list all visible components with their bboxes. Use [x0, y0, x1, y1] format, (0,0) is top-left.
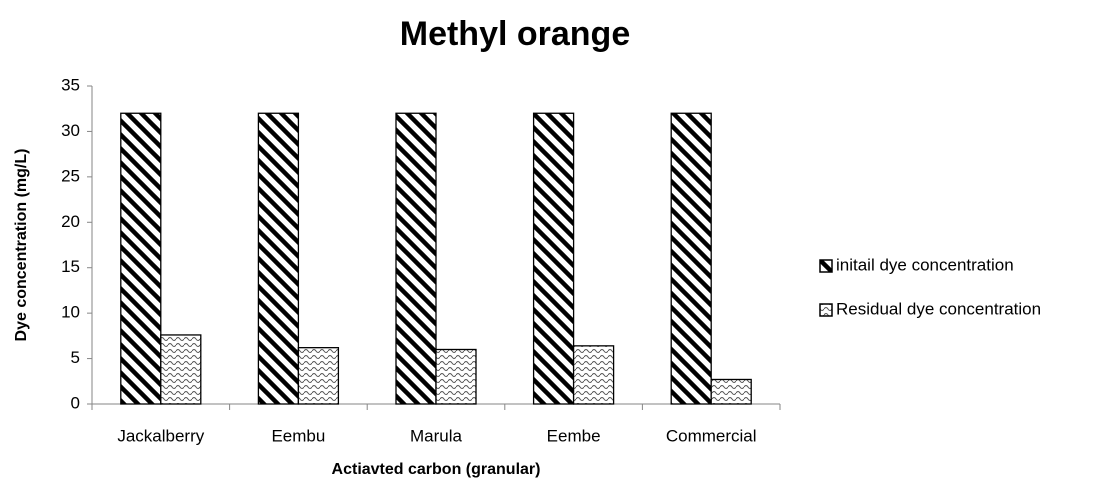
bar: [435, 348, 477, 405]
y-tick-label: 15: [61, 257, 80, 276]
x-tick-label: Marula: [410, 426, 463, 445]
bar: [532, 112, 575, 405]
x-axis-title: Actiavted carbon (granular): [332, 461, 541, 478]
bar: [710, 378, 752, 405]
y-tick-label: 30: [61, 121, 80, 140]
x-tick-label: Commercial: [666, 426, 757, 445]
bar: [120, 112, 162, 405]
bar: [670, 112, 712, 405]
chart-title: Methyl orange: [400, 15, 630, 53]
legend-label: initail dye concentration: [836, 255, 1014, 274]
x-tick-label: Eembu: [271, 426, 325, 445]
y-tick-label: 35: [61, 75, 80, 94]
y-tick-label: 0: [71, 393, 80, 412]
y-axis-title: Dye concentration (mg/L): [13, 149, 30, 342]
y-tick-label: 25: [61, 166, 80, 185]
y-tick-label: 10: [61, 303, 80, 322]
x-tick-label: Jackalberry: [117, 426, 204, 445]
bar: [572, 345, 615, 405]
bar: [297, 347, 340, 405]
bar: [257, 112, 300, 405]
legend-swatch: [819, 303, 833, 317]
y-tick-label: 20: [61, 212, 80, 231]
y-tick-label: 5: [71, 348, 80, 367]
legend-label: Residual dye concentration: [836, 299, 1041, 318]
bar: [160, 334, 202, 405]
bar: [395, 112, 437, 405]
legend-swatch: [819, 259, 833, 273]
x-tick-label: Eembe: [547, 426, 601, 445]
